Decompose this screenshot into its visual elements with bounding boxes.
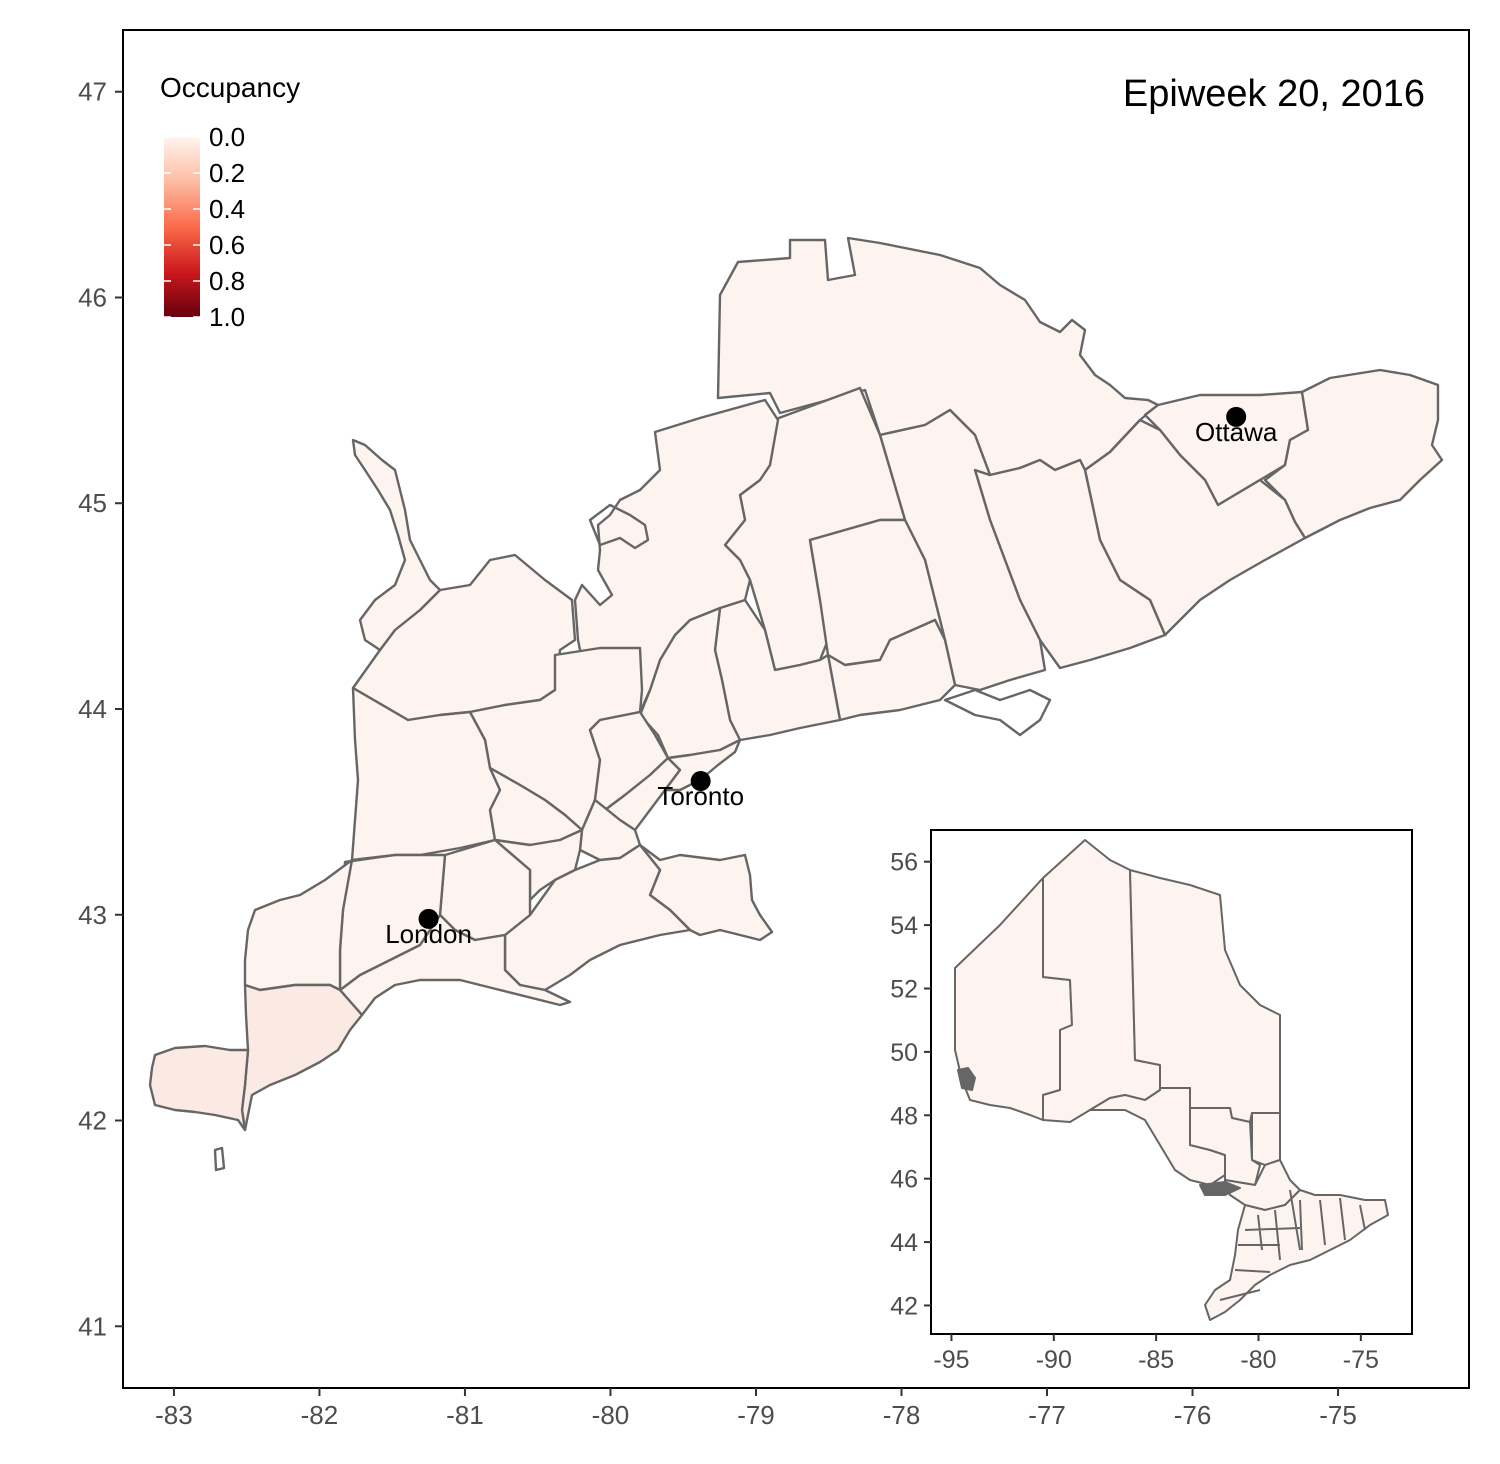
y-tick-label: 44 [78, 694, 107, 724]
region-islands [588, 503, 650, 550]
inset-x-tick-label: -80 [1240, 1346, 1276, 1374]
city-marker [1226, 406, 1247, 427]
x-tick-label: -77 [1028, 1400, 1066, 1430]
region-simcoe [573, 398, 780, 722]
x-tick-label: -78 [883, 1400, 921, 1430]
region-pelee [213, 1146, 226, 1172]
x-tick-label: -75 [1319, 1400, 1357, 1430]
legend-tick-label: 0.8 [209, 266, 245, 296]
inset-axes: -95 -90 -85 -80 -75 56 54 52 50 48 46 44 42 [890, 849, 1379, 1374]
inset-y-tick-label: 52 [890, 975, 918, 1003]
x-tick-label: -80 [592, 1400, 630, 1430]
legend-tick-label: 0.4 [209, 194, 245, 224]
y-tick-label: 45 [78, 488, 107, 518]
inset-manitoulin [1199, 1181, 1241, 1196]
inset-y-tick-label: 54 [890, 912, 918, 940]
city-marker [690, 771, 711, 792]
y-tick-label: 42 [78, 1106, 107, 1136]
inset-x-tick-label: -85 [1138, 1346, 1174, 1374]
x-tick-label: -81 [446, 1400, 484, 1430]
legend-tick-label: 0.0 [209, 122, 245, 152]
main-axes: -83 -82 -81 -80 -79 -78 -77 -76 -75 47 46 45 44 43 42 4… [78, 77, 1357, 1430]
inset-y-tick-label: 46 [890, 1166, 918, 1194]
inset-y-tick-label: 44 [890, 1229, 918, 1257]
inset-y-tick-label: 56 [890, 849, 918, 877]
y-tick-label: 43 [78, 900, 107, 930]
region-polygons [148, 236, 1444, 1172]
x-tick-label: -79 [737, 1400, 775, 1430]
city-markers: Ottawa Toronto London [385, 406, 1278, 949]
inset-y-tick-label: 50 [890, 1039, 918, 1067]
region-bruce-peninsula [351, 438, 442, 652]
region-thousand-islands [943, 688, 1052, 737]
city-label: Toronto [657, 781, 744, 811]
inset-subdivisions [1219, 1189, 1366, 1301]
city-label: London [385, 919, 472, 949]
legend-tick-label: 0.2 [209, 158, 245, 188]
inset-lake-of-woods [957, 1067, 976, 1091]
y-tick-label: 46 [78, 282, 107, 312]
region-toronto [663, 738, 742, 792]
legend-tick-label: 0.6 [209, 230, 245, 260]
legend-ticks: 0.0 0.2 0.4 0.6 0.8 1.0 [164, 122, 245, 332]
inset-x-tick-label: -90 [1036, 1346, 1072, 1374]
city-label: Ottawa [1195, 417, 1278, 447]
x-tick-label: -76 [1174, 1400, 1212, 1430]
y-tick-label: 47 [78, 77, 107, 107]
region-eastern [1263, 368, 1444, 540]
y-tick-label: 41 [78, 1311, 107, 1341]
legend-colorbar [164, 137, 200, 317]
region-windsor [148, 1044, 250, 1132]
region-northumberland [826, 618, 957, 722]
inset-y-tick-label: 42 [890, 1292, 918, 1320]
inset-regions [954, 839, 1389, 1321]
inset-x-tick-label: -95 [933, 1346, 969, 1374]
city-marker [418, 908, 439, 929]
x-tick-label: -82 [301, 1400, 339, 1430]
inset-x-tick-label: -75 [1343, 1346, 1379, 1374]
chart-title: Epiweek 20, 2016 [1123, 73, 1425, 115]
inset-timiskaming [1251, 1112, 1281, 1166]
legend-title: Occupancy [160, 72, 300, 103]
x-tick-label: -83 [155, 1400, 193, 1430]
inset-sudbury [1189, 1107, 1261, 1186]
legend-tick-label: 1.0 [209, 302, 245, 332]
inset-y-tick-label: 48 [890, 1102, 918, 1130]
